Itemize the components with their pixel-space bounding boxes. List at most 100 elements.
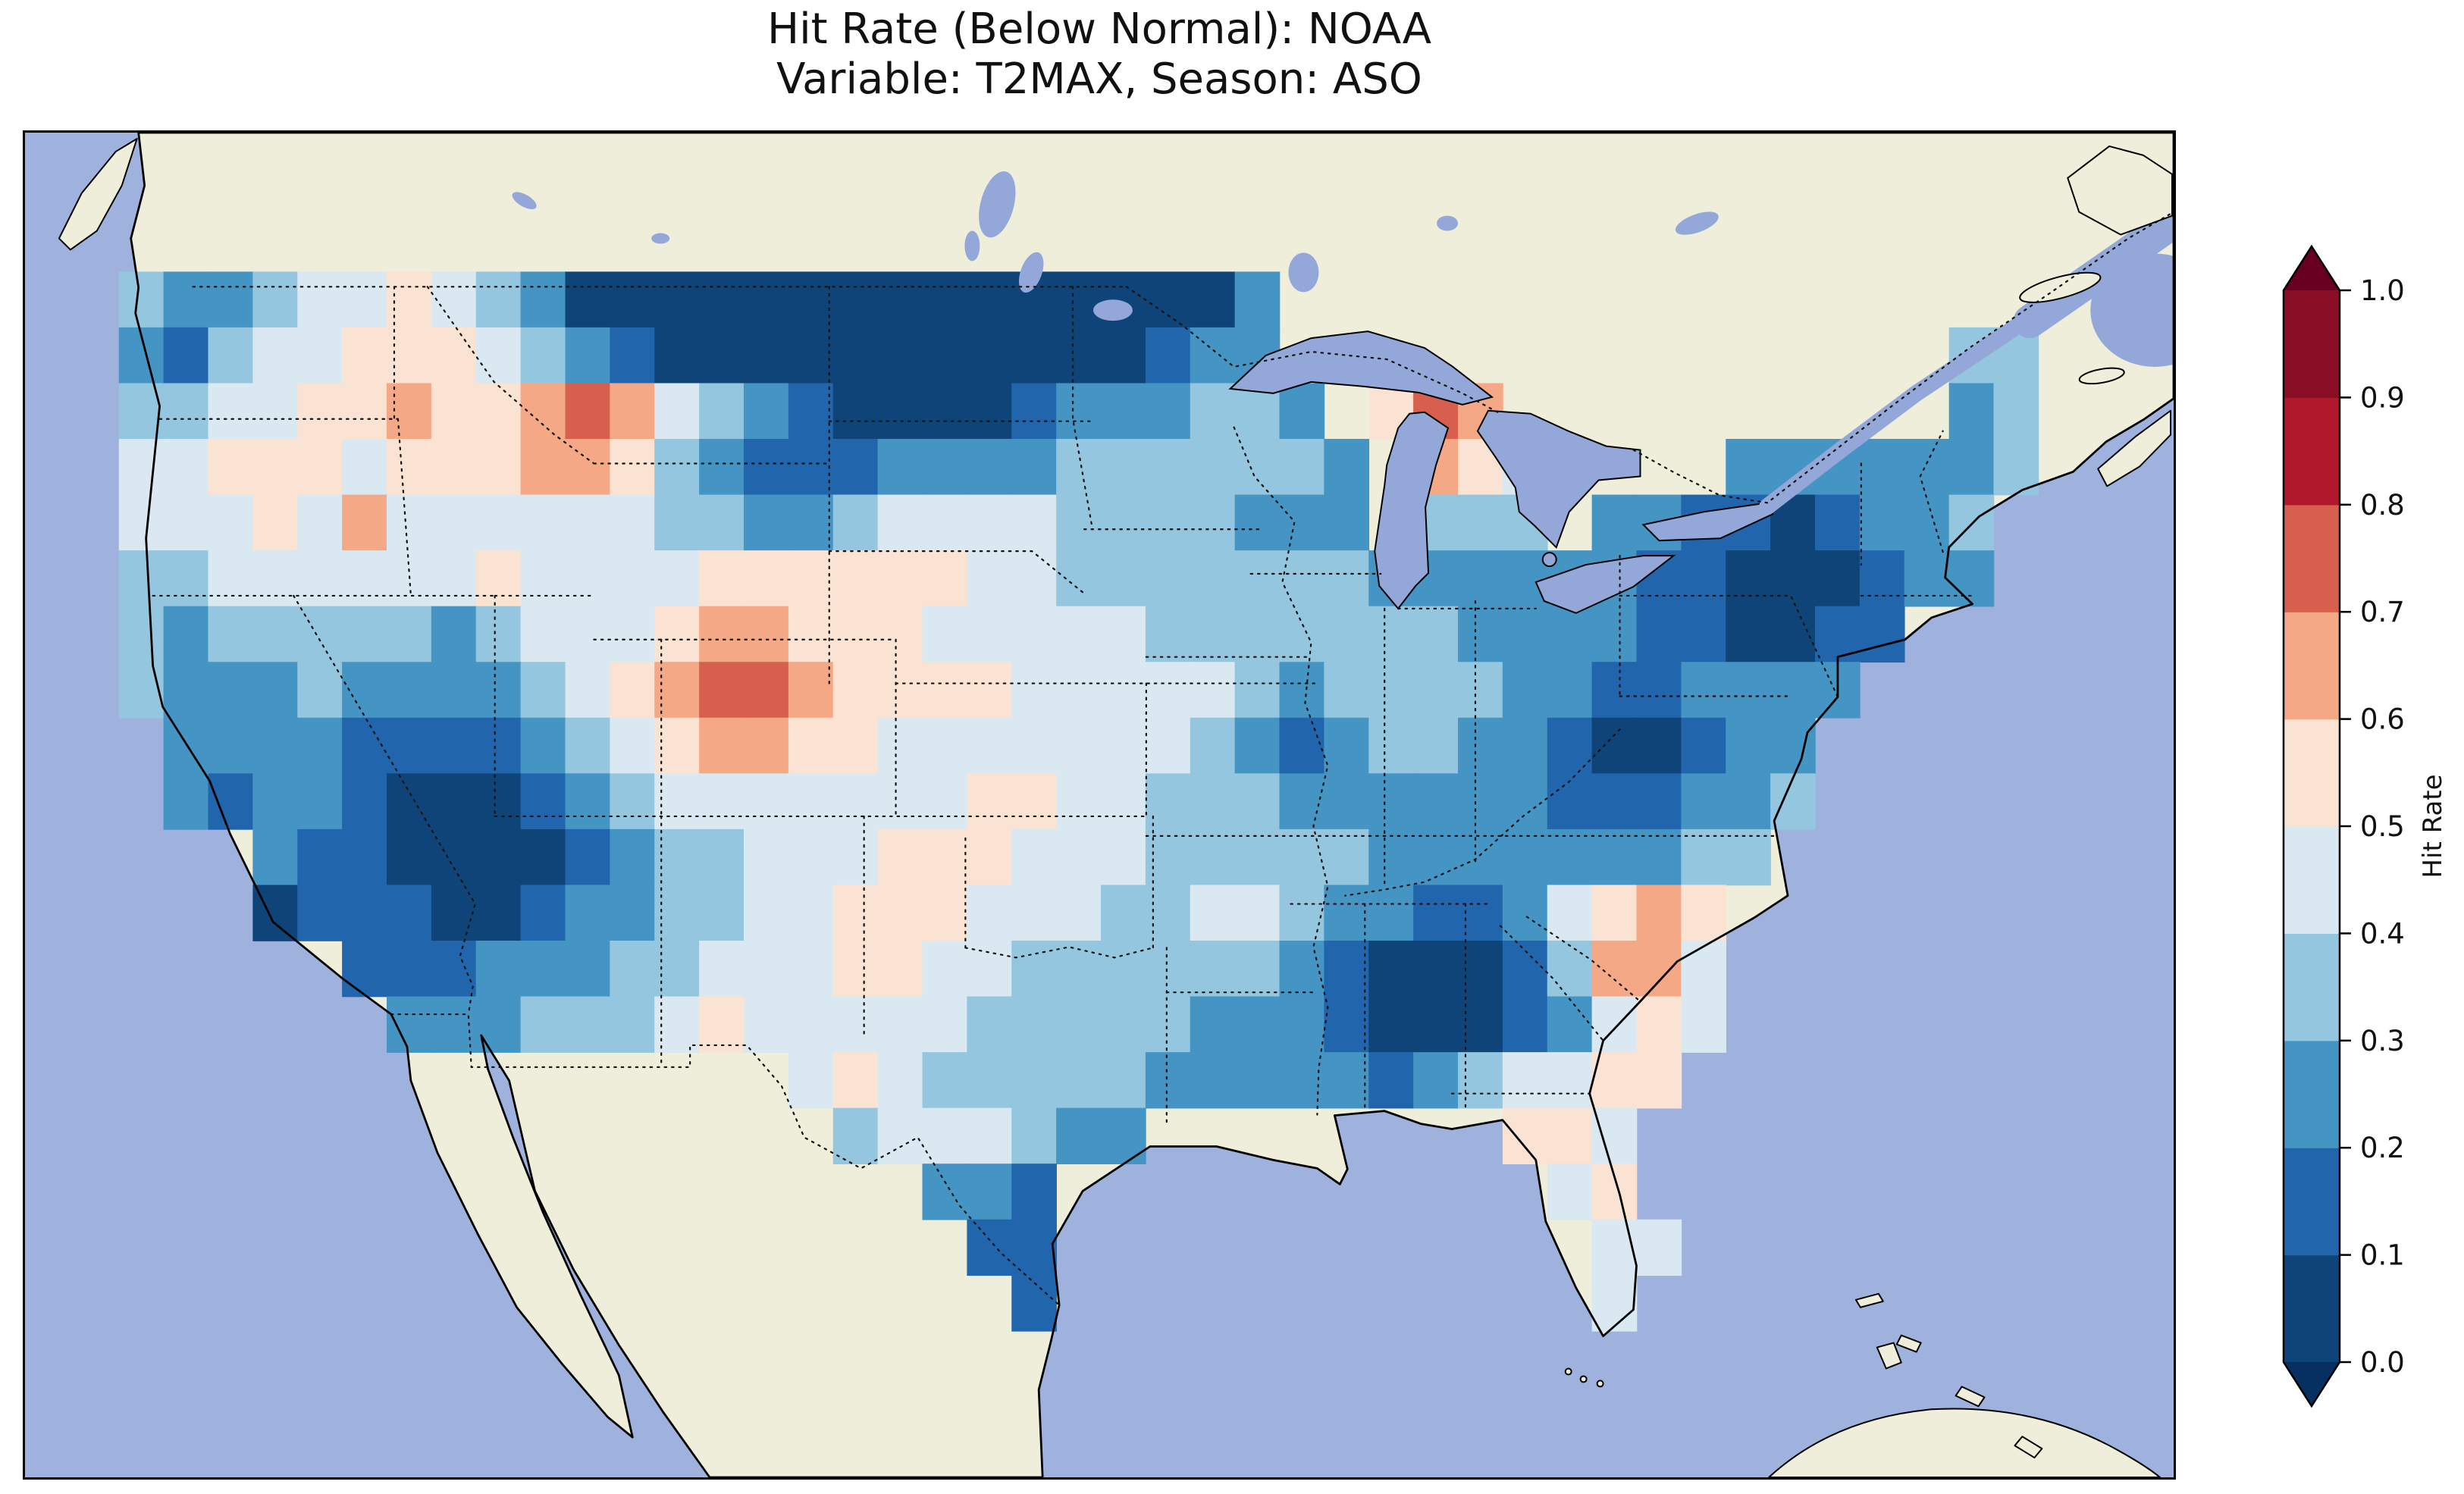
- heatmap-cell: [1368, 1052, 1414, 1109]
- heatmap-cell: [699, 996, 745, 1053]
- heatmap-cell: [1056, 550, 1102, 607]
- heatmap-cell: [832, 606, 879, 663]
- heatmap-cell: [967, 550, 1013, 607]
- heatmap-cell: [475, 828, 522, 886]
- heatmap-cell: [1681, 828, 1727, 886]
- heatmap-cell: [1190, 996, 1236, 1053]
- heatmap-cell: [877, 271, 923, 328]
- heatmap-cell: [743, 327, 789, 384]
- heatmap-cell: [967, 828, 1013, 886]
- heatmap-cell: [1056, 717, 1102, 775]
- heatmap-cell: [922, 494, 968, 551]
- heatmap-cell: [1324, 494, 1370, 551]
- heatmap-cell: [342, 717, 387, 775]
- prince-edward-island: [2078, 367, 2125, 385]
- heatmap-cell: [1145, 271, 1191, 328]
- heatmap-cell: [967, 1219, 1013, 1276]
- heatmap-cell: [1145, 1052, 1191, 1109]
- heatmap-cell: [1547, 773, 1593, 830]
- heatmap-cell: [967, 1164, 1013, 1220]
- heatmap-cell: [1324, 996, 1370, 1053]
- heatmap-cell: [252, 828, 299, 886]
- heatmap-cell: [877, 383, 923, 440]
- heatmap-cell: [1279, 773, 1325, 830]
- colorbar-band: [2284, 504, 2340, 612]
- heatmap-cell: [610, 327, 656, 384]
- heatmap-cell: [520, 828, 566, 886]
- heatmap-cell: [1681, 773, 1727, 830]
- heatmap-cell: [431, 494, 477, 551]
- heatmap-cell: [431, 717, 477, 775]
- heatmap-cell: [610, 940, 656, 998]
- heatmap-cell: [520, 773, 566, 830]
- lake-erie: [1535, 555, 1676, 614]
- heatmap-cell: [565, 996, 611, 1053]
- heatmap-cell: [297, 439, 343, 496]
- heatmap-cell: [1502, 717, 1548, 775]
- heatmap-cell: [743, 773, 789, 830]
- heatmap-cell: [699, 494, 745, 551]
- heatmap-cell: [788, 1052, 834, 1109]
- heatmap-cell: [1726, 717, 1771, 775]
- heatmap-cell: [1145, 550, 1191, 607]
- heatmap-cell: [832, 1052, 879, 1109]
- heatmap-cell: [832, 996, 879, 1053]
- heatmap-cell: [1324, 885, 1370, 941]
- heatmap-cell: [1502, 773, 1548, 830]
- heatmap-cell: [922, 1052, 968, 1109]
- heatmap-cell: [1904, 494, 1950, 551]
- map-frame: [23, 130, 2176, 1480]
- heatmap-cell: [1457, 606, 1503, 663]
- heatmap-cell: [1011, 996, 1057, 1053]
- heatmap-cell: [1011, 606, 1057, 663]
- heatmap-cell: [1279, 439, 1325, 496]
- heatmap-cell: [1547, 996, 1593, 1053]
- heatmap-cell: [431, 773, 477, 830]
- heatmap-cell: [654, 271, 700, 328]
- heatmap-cell: [520, 885, 566, 941]
- bahamas-island: [1955, 1386, 1986, 1408]
- heatmap-cell: [1591, 885, 1638, 941]
- heatmap-cell: [475, 550, 522, 607]
- heatmap-cell: [118, 662, 165, 719]
- heatmap-cell: [1234, 662, 1281, 719]
- heatmap-cell: [1234, 828, 1281, 886]
- heatmap-cell: [1100, 606, 1146, 663]
- colorbar-tick-label: 0.1: [2360, 1239, 2405, 1272]
- heatmap-cell: [832, 828, 879, 886]
- heatmap-cell: [1547, 1052, 1593, 1109]
- heatmap-cell: [1011, 1275, 1057, 1332]
- heatmap-cell: [431, 383, 477, 440]
- heatmap-cell: [1591, 606, 1638, 663]
- heatmap-cell: [610, 271, 656, 328]
- heatmap-cell: [1100, 1107, 1146, 1164]
- heatmap-cell: [610, 550, 656, 607]
- heatmap-cell: [1368, 773, 1414, 830]
- heatmap-cell: [520, 494, 566, 551]
- heatmap-cell: [1145, 996, 1191, 1053]
- heatmap-cell: [386, 606, 432, 663]
- heatmap-cell: [832, 439, 879, 496]
- heatmap-cell: [1324, 828, 1370, 886]
- heatmap-cell: [386, 494, 432, 551]
- heatmap-cell: [520, 383, 566, 440]
- heatmap-cell: [788, 494, 834, 551]
- heatmap-cell: [520, 271, 566, 328]
- heatmap-cell: [967, 662, 1013, 719]
- heatmap-cell: [1770, 773, 1816, 830]
- heatmap-cell: [1100, 996, 1146, 1053]
- heatmap-cell: [788, 662, 834, 719]
- heatmap-cell: [297, 327, 343, 384]
- heatmap-cell: [788, 828, 834, 886]
- heatmap-cell: [1234, 606, 1281, 663]
- heatmap-cell: [1547, 662, 1593, 719]
- heatmap-cell: [297, 383, 343, 440]
- heatmap-cell: [1324, 606, 1370, 663]
- heatmap-cell: [520, 662, 566, 719]
- heatmap-cell: [1234, 773, 1281, 830]
- heatmap-cell: [252, 494, 299, 551]
- heatmap-cell: [1145, 717, 1191, 775]
- heatmap-cell: [1234, 271, 1281, 328]
- heatmap-cell: [922, 1164, 968, 1220]
- heatmap-cell: [1279, 717, 1325, 775]
